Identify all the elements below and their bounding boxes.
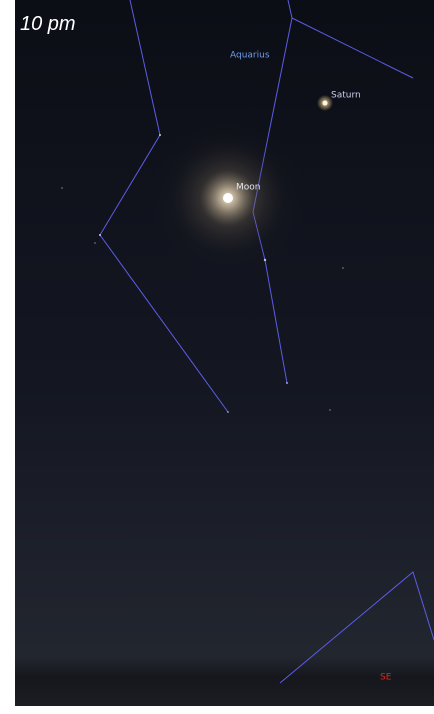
saturn xyxy=(322,100,328,106)
star xyxy=(159,134,161,136)
time-label: 10 pm xyxy=(20,13,76,35)
star xyxy=(286,382,288,384)
star xyxy=(329,409,331,411)
direction-label: SE xyxy=(380,673,392,683)
moon xyxy=(223,193,233,203)
constellation-line xyxy=(279,571,434,684)
star xyxy=(99,234,101,236)
star xyxy=(342,267,344,269)
star xyxy=(94,242,96,244)
stars xyxy=(61,134,344,413)
constellation-label: Aquarius xyxy=(230,51,270,61)
constellation-line xyxy=(99,0,229,413)
sky-background xyxy=(15,0,434,706)
moon-label: Moon xyxy=(236,183,260,193)
star xyxy=(227,411,229,413)
planet-label: Saturn xyxy=(331,91,361,101)
star xyxy=(61,187,63,189)
